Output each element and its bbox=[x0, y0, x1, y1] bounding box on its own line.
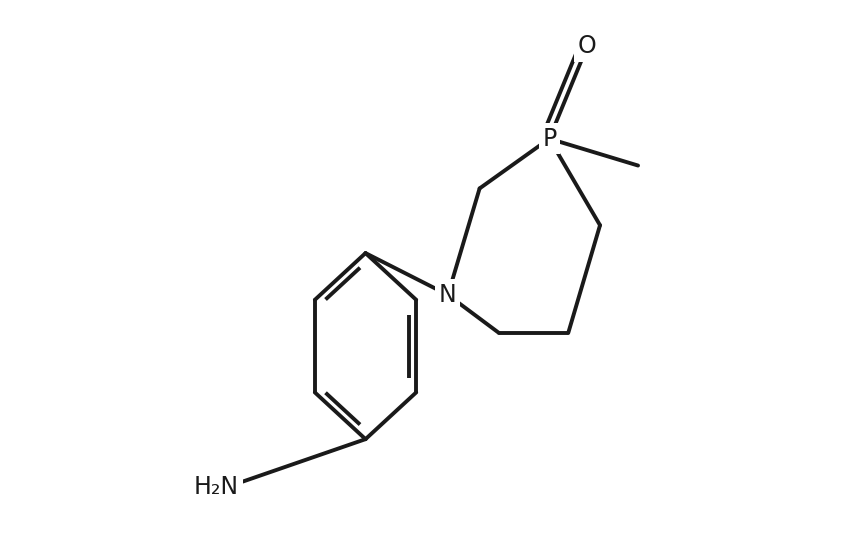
Text: P: P bbox=[542, 127, 556, 151]
Text: O: O bbox=[577, 34, 596, 58]
Text: N: N bbox=[438, 283, 456, 307]
Text: H₂N: H₂N bbox=[194, 475, 239, 499]
